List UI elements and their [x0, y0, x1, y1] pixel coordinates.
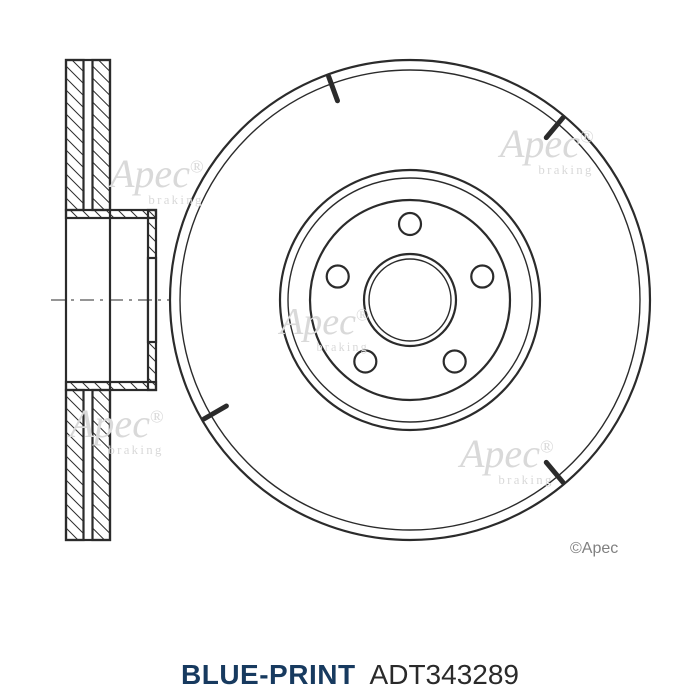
technical-drawing	[0, 0, 700, 590]
part-number: ADT343289	[370, 659, 519, 691]
copyright-text: ©Apec	[570, 540, 618, 558]
caption-bar: BLUE-PRINT ADT343289	[0, 650, 700, 700]
brand-name: BLUE-PRINT	[181, 659, 356, 691]
copyright-label: ©Apec	[570, 540, 618, 557]
drawing-svg	[0, 0, 700, 590]
